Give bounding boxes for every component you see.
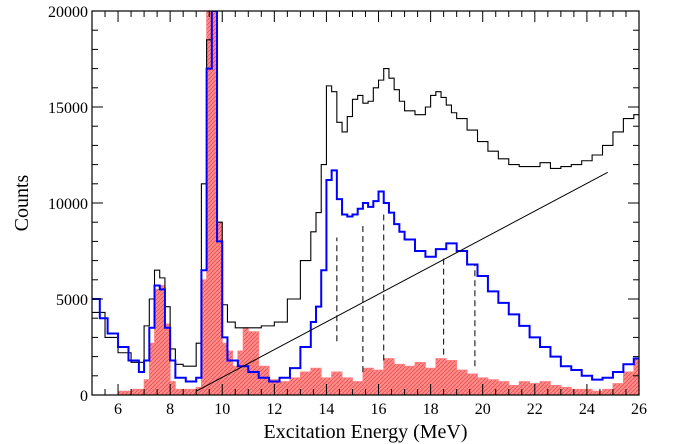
x-tick-label: 24 xyxy=(579,401,595,418)
series-linear-background xyxy=(195,171,608,392)
x-tick-label: 14 xyxy=(318,401,334,418)
y-tick-label: 15000 xyxy=(48,100,88,117)
series-blue-histogram xyxy=(92,11,639,383)
series-black-histogram xyxy=(92,11,639,367)
y-tick-label: 20000 xyxy=(48,4,88,21)
x-tick-label: 6 xyxy=(114,401,122,418)
y-tick-label: 0 xyxy=(80,388,88,405)
x-axis-title: Excitation Energy (MeV) xyxy=(263,421,467,443)
series-hatched-histogram xyxy=(92,11,639,395)
x-tick-label: 26 xyxy=(631,401,647,418)
y-tick-label: 10000 xyxy=(48,196,88,213)
x-tick-label: 20 xyxy=(475,401,491,418)
x-tick-label: 22 xyxy=(527,401,543,418)
x-tick-label: 12 xyxy=(266,401,282,418)
x-tick-label: 18 xyxy=(423,401,439,418)
y-tick-label: 5000 xyxy=(56,292,88,309)
x-tick-label: 10 xyxy=(214,401,230,418)
x-tick-label: 16 xyxy=(371,401,387,418)
x-tick-label: 8 xyxy=(166,401,174,418)
y-axis-title: Counts xyxy=(11,174,33,231)
